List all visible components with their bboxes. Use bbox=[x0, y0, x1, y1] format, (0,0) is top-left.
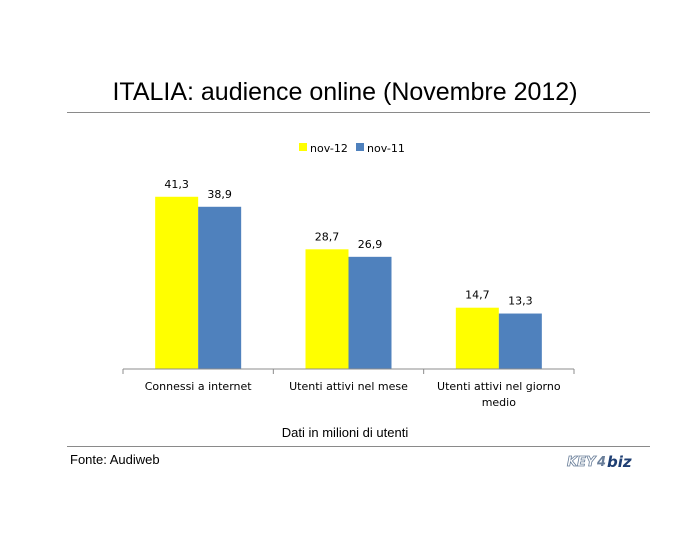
key4biz-logo: KEY 4 biz bbox=[567, 453, 632, 471]
chart-title: ITALIA: audience online (Novembre 2012) bbox=[112, 78, 578, 106]
value-label-nov-12-1: 41,3 bbox=[164, 178, 189, 191]
svg-text:KEY: KEY bbox=[567, 455, 597, 470]
svg-text:4: 4 bbox=[596, 455, 606, 470]
value-label-nov-12-3: 14,7 bbox=[465, 289, 490, 302]
svg-text:biz: biz bbox=[607, 453, 632, 471]
title-divider bbox=[67, 112, 650, 113]
source-note: Fonte: Audiweb bbox=[70, 452, 160, 467]
category-label-3: Utenti attivi nel giorno medio bbox=[437, 380, 561, 409]
x-axis bbox=[122, 368, 575, 374]
bar-nov-11-3 bbox=[498, 313, 542, 369]
legend-label-nov-12: nov-12 bbox=[310, 142, 348, 155]
value-label-nov-12-2: 28,7 bbox=[315, 230, 340, 243]
chart-legend: nov-12 nov-11 bbox=[299, 142, 405, 155]
category-labels: Connessi a internet Utenti attivi nel mes… bbox=[145, 380, 561, 409]
bar-group bbox=[155, 196, 542, 369]
footer-divider bbox=[67, 446, 650, 447]
category-label-2: Utenti attivi nel mese bbox=[289, 380, 408, 393]
legend-swatch-nov-11 bbox=[356, 143, 364, 151]
value-label-nov-11-3: 13,3 bbox=[508, 295, 533, 308]
bar-nov-12-2 bbox=[305, 249, 349, 369]
value-label-nov-11-1: 38,9 bbox=[207, 188, 232, 201]
bar-nov-12-1 bbox=[155, 196, 199, 369]
category-label-1: Connessi a internet bbox=[145, 380, 253, 393]
value-label-nov-11-2: 26,9 bbox=[358, 238, 383, 251]
bar-nov-11-2 bbox=[348, 256, 392, 369]
chart-caption: Dati in milioni di utenti bbox=[281, 425, 409, 440]
value-labels: 41,3 28,7 14,7 38,9 26,9 13,3 bbox=[164, 178, 532, 308]
bar-nov-11-1 bbox=[198, 206, 242, 369]
legend-swatch-nov-12 bbox=[299, 143, 307, 151]
legend-label-nov-11: nov-11 bbox=[367, 142, 405, 155]
bar-nov-12-3 bbox=[455, 307, 499, 369]
